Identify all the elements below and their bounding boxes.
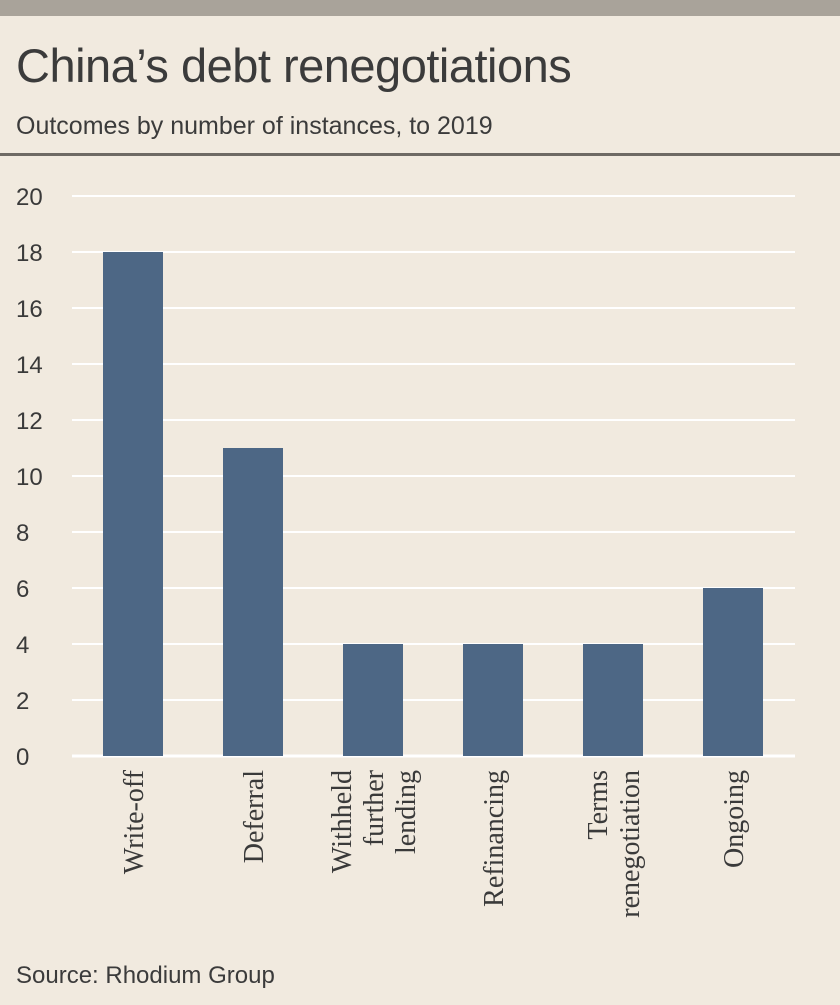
- bar: [703, 588, 763, 756]
- header-divider: [0, 153, 840, 156]
- category-label-line: Deferral: [239, 770, 270, 863]
- category-label-line: Terms: [583, 770, 614, 840]
- bar: [223, 448, 283, 756]
- y-tick-label: 10: [16, 464, 43, 491]
- source-note: Source: Rhodium Group: [16, 962, 275, 989]
- bars: [103, 252, 763, 756]
- y-tick-label: 14: [16, 352, 43, 379]
- category-label-line: further: [359, 769, 390, 846]
- category-label: Terms renegotiation: [583, 770, 646, 918]
- y-axis-ticks: 0 2 4 6 8 10 12 14 16 18 20: [16, 184, 43, 771]
- chart-title: China’s debt renegotiations: [16, 39, 572, 92]
- category-label: Deferral: [239, 770, 270, 863]
- category-labels: Write-off Deferral Withheld further lending R…: [119, 769, 750, 917]
- category-label: Ongoing: [719, 770, 750, 868]
- y-tick-label: 2: [16, 688, 29, 715]
- bar-chart: 0 2 4 6 8 10 12 14 16 18 20 Write-off Deferral Withh…: [16, 184, 795, 918]
- y-tick-label: 20: [16, 184, 43, 211]
- bar: [463, 644, 523, 756]
- category-label-line: Write-off: [119, 769, 150, 874]
- y-tick-label: 6: [16, 576, 29, 603]
- bar: [583, 644, 643, 756]
- y-tick-label: 4: [16, 632, 29, 659]
- category-label: Withheld further lending: [327, 769, 422, 873]
- category-label-line: lending: [391, 770, 422, 854]
- bar: [343, 644, 403, 756]
- y-tick-label: 8: [16, 520, 29, 547]
- bar: [103, 252, 163, 756]
- category-label-line: Refinancing: [479, 770, 510, 907]
- category-label: Refinancing: [479, 770, 510, 907]
- top-accent-bar: [0, 0, 840, 16]
- gridlines: [72, 195, 795, 758]
- category-label-line: Ongoing: [719, 770, 750, 868]
- chart-subtitle: Outcomes by number of instances, to 2019: [16, 112, 493, 140]
- category-label-line: Withheld: [327, 770, 358, 873]
- category-label-line: renegotiation: [615, 770, 646, 918]
- category-label: Write-off: [119, 769, 150, 874]
- y-tick-label: 18: [16, 240, 43, 267]
- y-tick-label: 0: [16, 744, 29, 771]
- y-tick-label: 12: [16, 408, 43, 435]
- y-tick-label: 16: [16, 296, 43, 323]
